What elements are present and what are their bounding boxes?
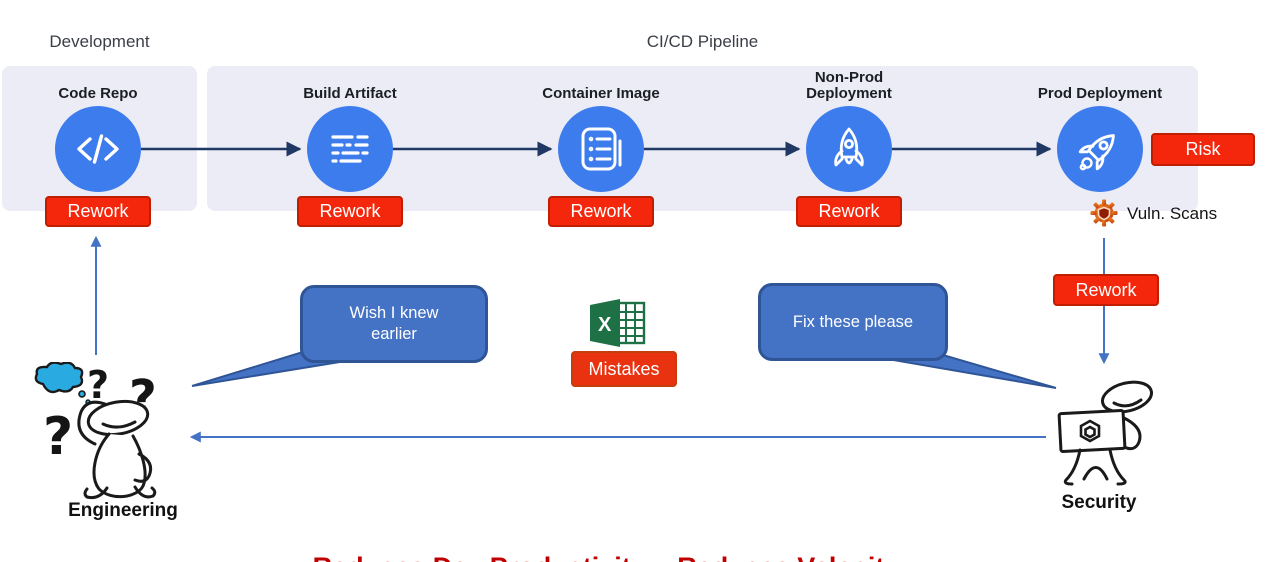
risk-badge: Risk [1151,133,1255,166]
footer-line-1: Reduces Dev Productivity - Reduces Veloc… [250,550,962,562]
stage-title-prod-deployment: Prod Deployment [1037,85,1163,102]
code-icon [77,134,119,164]
svg-text:?: ? [87,363,109,407]
mistakes-badge: Mistakes [571,351,677,387]
footer-message: Reduces Dev Productivity - Reduces Veloc… [250,482,962,562]
security-speech-bubble: Fix these please [758,283,948,361]
svg-text:X: X [598,314,612,336]
stage-title-nonprod-deployment: Non-Prod Deployment [806,69,892,102]
cicd-section-header: CI/CD Pipeline [646,32,759,51]
engineering-label: Engineering [68,500,178,521]
rocket-launch-icon [1078,134,1115,171]
build-artifact-icon [331,135,369,163]
development-section-header: Development [49,32,150,51]
container-image-icon [581,127,622,171]
stage-title-container-image: Container Image [542,85,660,102]
stage-circle-prod-deployment [1057,106,1143,192]
rework-badge-build-artifact: Rework [297,196,403,227]
lock-hex-icon [1079,419,1101,443]
engineering-confused-figure: ? ? ? [34,362,157,500]
rework-badge-nonprod-deployment: Rework [796,196,902,227]
stage-title-build-artifact: Build Artifact [303,85,397,102]
security-label: Security [1061,492,1137,513]
stage-circle-container-image [558,106,644,192]
engineering-speech-bubble: Wish I knew earlier [300,285,488,363]
excel-spreadsheet-icon: X [590,299,646,347]
vuln-scans-label: Vuln. Scans [1127,204,1218,223]
stage-circle-nonprod-deployment [806,106,892,192]
security-figure [1057,380,1153,486]
question-marks: ? ? ? [43,363,157,467]
vuln-scan-gear-icon [1090,199,1118,227]
svg-text:?: ? [43,407,73,467]
rework-badge-code-repo: Rework [45,196,151,227]
thought-cloud-icon [34,362,91,405]
rework-badge-container-image: Rework [548,196,654,227]
stage-circle-code-repo [55,106,141,192]
stage-circle-build-artifact [307,106,393,192]
rework-badge-security: Rework [1053,274,1159,306]
stage-title-code-repo: Code Repo [58,85,138,102]
rocket-icon [834,127,864,167]
